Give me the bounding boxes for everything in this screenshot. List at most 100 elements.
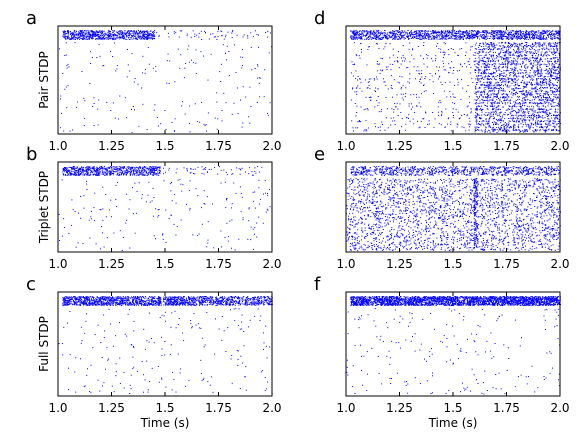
spike-point — [534, 31, 536, 33]
spike-point — [74, 296, 76, 298]
spike-point — [83, 37, 84, 39]
spike-point — [496, 37, 498, 39]
spike-point — [523, 38, 525, 39]
spike-point — [74, 303, 76, 305]
spike-point — [83, 30, 85, 32]
spike-point — [369, 35, 371, 37]
spike-point — [243, 331, 245, 332]
spike-point — [88, 168, 90, 170]
spike-point — [377, 30, 379, 32]
spike-point — [125, 300, 127, 302]
spike-point — [203, 123, 205, 125]
spike-point — [154, 303, 156, 305]
spike-point — [248, 207, 250, 209]
spike-point — [252, 297, 254, 298]
spike-point — [158, 303, 160, 305]
spike-point — [432, 38, 434, 40]
spike-point — [227, 240, 229, 242]
spike-point — [441, 35, 443, 37]
spike-point — [184, 301, 186, 303]
spike-point — [399, 36, 400, 38]
spike-point — [126, 193, 128, 195]
spike-point — [93, 296, 95, 298]
spike-point — [92, 173, 94, 175]
spike-point — [550, 31, 552, 33]
spike-point — [551, 31, 553, 32]
spike-point — [240, 168, 242, 170]
spike-point — [67, 31, 69, 33]
spike-point — [75, 30, 77, 32]
spike-point — [123, 302, 125, 304]
spike-point — [172, 298, 174, 300]
spike-point — [356, 34, 358, 36]
spike-point — [106, 171, 108, 173]
spike-point — [138, 125, 140, 127]
spike-point — [125, 302, 127, 304]
spike-point — [77, 299, 79, 301]
spike-point — [373, 34, 375, 36]
spike-point — [100, 166, 102, 168]
spike-point — [231, 203, 233, 205]
spike-point — [181, 105, 183, 107]
spike-point — [476, 35, 478, 37]
spike-point — [139, 169, 141, 171]
spike-point — [175, 202, 177, 204]
spike-point — [131, 173, 133, 175]
spike-point — [139, 37, 141, 39]
spike-point — [264, 299, 266, 301]
spike-point — [423, 33, 425, 35]
spike-point — [265, 301, 267, 303]
spike-point — [208, 302, 210, 304]
spike-point — [188, 380, 190, 382]
spike-point — [128, 35, 130, 37]
spike-point — [85, 174, 87, 176]
spike-point — [135, 299, 137, 301]
spike-point — [170, 297, 172, 299]
spike-point — [70, 174, 72, 176]
spike-point — [159, 170, 161, 172]
spike-point — [58, 213, 60, 215]
spike-point — [376, 38, 377, 40]
spike-point — [130, 38, 132, 40]
spike-point — [66, 297, 68, 299]
spike-point — [172, 297, 174, 299]
spike-point — [93, 220, 95, 222]
spike-point — [64, 297, 65, 299]
spike-point — [155, 303, 157, 304]
spike-point — [149, 34, 151, 35]
spike-point — [210, 301, 211, 303]
spike-point — [113, 297, 115, 299]
spike-point — [100, 296, 102, 298]
spike-point — [201, 337, 203, 339]
spike-point — [75, 34, 77, 36]
spike-point — [93, 207, 95, 209]
spike-point — [167, 302, 169, 304]
spike-point — [142, 30, 144, 32]
spike-point — [66, 107, 68, 109]
spike-point — [199, 304, 200, 306]
spike-point — [205, 302, 207, 303]
spike-point — [239, 186, 241, 188]
spike-point — [123, 32, 125, 34]
spike-point — [97, 168, 99, 170]
spike-point — [122, 173, 124, 174]
spike-point — [115, 70, 117, 72]
spike-point — [235, 192, 237, 194]
spike-point — [138, 174, 140, 176]
spike-point — [117, 297, 119, 299]
spike-point — [197, 235, 199, 237]
spike-point — [62, 299, 64, 301]
spike-point — [205, 167, 207, 169]
spike-point — [76, 31, 77, 33]
spike-point — [547, 30, 549, 32]
spike-point — [68, 174, 69, 176]
spike-point — [119, 36, 121, 38]
spike-point — [200, 372, 202, 374]
spike-point — [241, 321, 243, 323]
spike-point — [428, 38, 430, 40]
spike-point — [112, 170, 114, 172]
spike-point — [135, 300, 137, 302]
spike-point — [368, 35, 370, 37]
spike-point — [81, 168, 83, 170]
